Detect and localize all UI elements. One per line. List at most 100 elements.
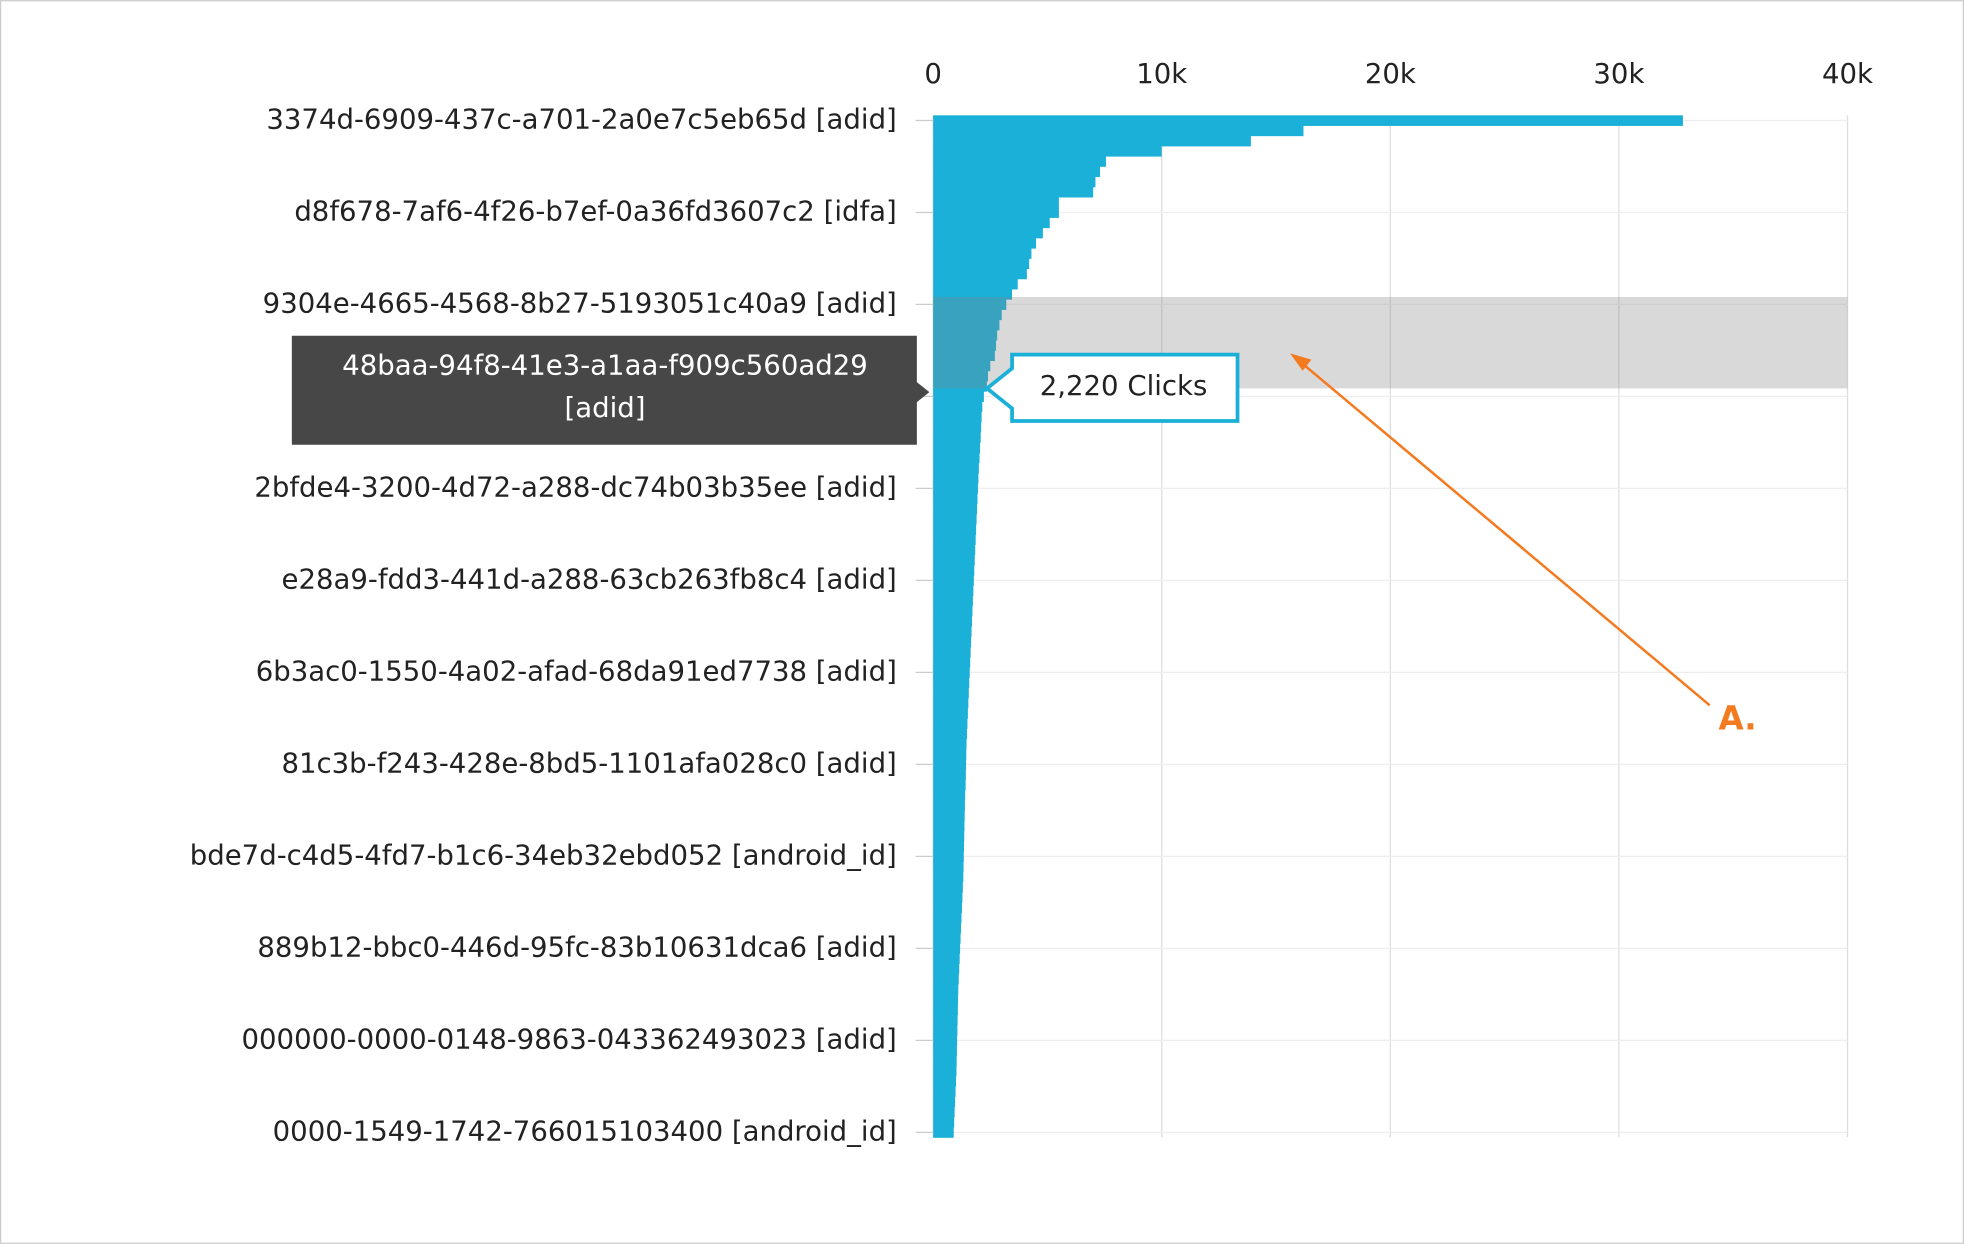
bar: [933, 125, 1304, 137]
y-tick-label: e28a9-fdd3-441d-a288-63cb263fb8c4 [adid]: [282, 563, 897, 595]
bar: [933, 963, 960, 975]
bar: [933, 902, 962, 913]
bar: [933, 565, 975, 576]
bar: [933, 483, 978, 494]
bar: [933, 984, 959, 995]
tooltip-box: [291, 335, 930, 445]
category-tooltip: 48baa-94f8-41e3-a1aa-f909c560ad29 [adid]: [291, 335, 930, 445]
bar: [933, 156, 1106, 167]
bar: [933, 973, 959, 985]
bar: [933, 1106, 955, 1118]
bar: [933, 677, 970, 689]
bar: [933, 329, 998, 341]
bar: [933, 728, 967, 740]
bar: [933, 943, 961, 954]
bar: [933, 340, 997, 351]
bar: [933, 309, 1002, 321]
y-tick-label: 81c3b-f243-428e-8bd5-1101afa028c0 [adid]: [281, 747, 896, 779]
bar: [933, 1086, 956, 1097]
bar: [933, 207, 1059, 218]
x-tick-label: 10k: [1136, 58, 1187, 90]
y-tick-label: 889b12-bbc0-446d-95fc-83b10631dca6 [adid…: [257, 931, 896, 963]
bar: [933, 176, 1096, 188]
bar: [933, 452, 980, 464]
y-tick-label: 2bfde4-3200-4d72-a288-dc74b03b35ee [adid…: [254, 471, 896, 503]
bar: [933, 299, 1007, 310]
bar: [933, 473, 979, 484]
bar: [933, 616, 973, 627]
bar: [933, 237, 1037, 249]
bar: [933, 544, 976, 556]
bar: [933, 1055, 957, 1067]
tooltip-text-box: 48baa-94f8-41e3-a1aa-f909c560ad29 [adid]: [342, 351, 868, 425]
x-tick-label: 40k: [1822, 58, 1873, 90]
bar: [933, 667, 970, 678]
bar: [933, 1076, 957, 1087]
bar: [933, 391, 984, 402]
bar: [933, 605, 973, 617]
bar: [933, 697, 969, 709]
bar: [933, 135, 1251, 147]
y-tick-label: 9304e-4665-4568-8b27-5193051c40a9 [adid]: [263, 287, 897, 319]
bar: [933, 268, 1027, 280]
bar: [933, 646, 971, 658]
bar: [933, 718, 968, 729]
annotation-arrow: A.: [1290, 353, 1757, 737]
bar: [933, 524, 977, 535]
bar: [933, 1065, 957, 1077]
bar: [933, 800, 965, 811]
y-tick-label: 000000-0000-0148-9863-043362493023 [adid…: [242, 1023, 897, 1055]
bar: [933, 319, 1000, 331]
bar: [933, 166, 1101, 178]
bar: [933, 534, 976, 545]
bar: [933, 769, 966, 781]
bar: [933, 186, 1094, 198]
y-tick-label: 6b3ac0-1550-4a02-afad-68da91ed7738 [adid…: [256, 655, 897, 687]
x-tick-label: 0: [924, 58, 942, 90]
bar: [933, 442, 981, 454]
labels: 0 10k 20k 30k 40k 3374d-6909-437c-a701-2a0e7c…: [190, 58, 1873, 1147]
value-tooltip-box: [984, 352, 1240, 423]
bar: [933, 749, 967, 760]
bar: [933, 258, 1030, 270]
bar: [933, 1127, 954, 1138]
bar: [933, 1096, 956, 1108]
bar: [933, 1035, 958, 1046]
bar: [933, 994, 959, 1005]
bar: [933, 708, 968, 719]
bar: [933, 493, 978, 505]
bar: [933, 933, 961, 944]
bar: [933, 922, 962, 934]
bar: [933, 789, 966, 801]
bar: [933, 687, 969, 699]
x-tick-label: 30k: [1593, 58, 1644, 90]
bar: [933, 278, 1018, 290]
bar: [933, 953, 960, 965]
y-tick-label: d8f678-7af6-4f26-b7ef-0a36fd3607c2 [idfa…: [294, 195, 897, 227]
bar: [933, 513, 977, 525]
bar: [933, 360, 991, 372]
bar: [933, 1024, 958, 1036]
bar: [933, 503, 978, 515]
bar: [933, 830, 965, 842]
bar: [933, 421, 982, 433]
bar: [933, 841, 965, 852]
bar: [933, 575, 974, 586]
bar: [933, 881, 963, 893]
bar: [933, 861, 964, 873]
bar: [933, 227, 1043, 239]
value-tooltip: 2,220 Clicks: [984, 352, 1240, 423]
bar: [933, 1014, 958, 1026]
annotation-label: A.: [1719, 699, 1757, 737]
bar: [933, 432, 981, 443]
bar: [933, 462, 979, 474]
bar: [933, 636, 972, 648]
bar: [933, 554, 975, 566]
bar: [933, 381, 987, 392]
bar: [933, 851, 964, 862]
x-tick-label: 20k: [1365, 58, 1416, 90]
bar: [933, 585, 974, 597]
arrow-line: [1296, 358, 1711, 707]
